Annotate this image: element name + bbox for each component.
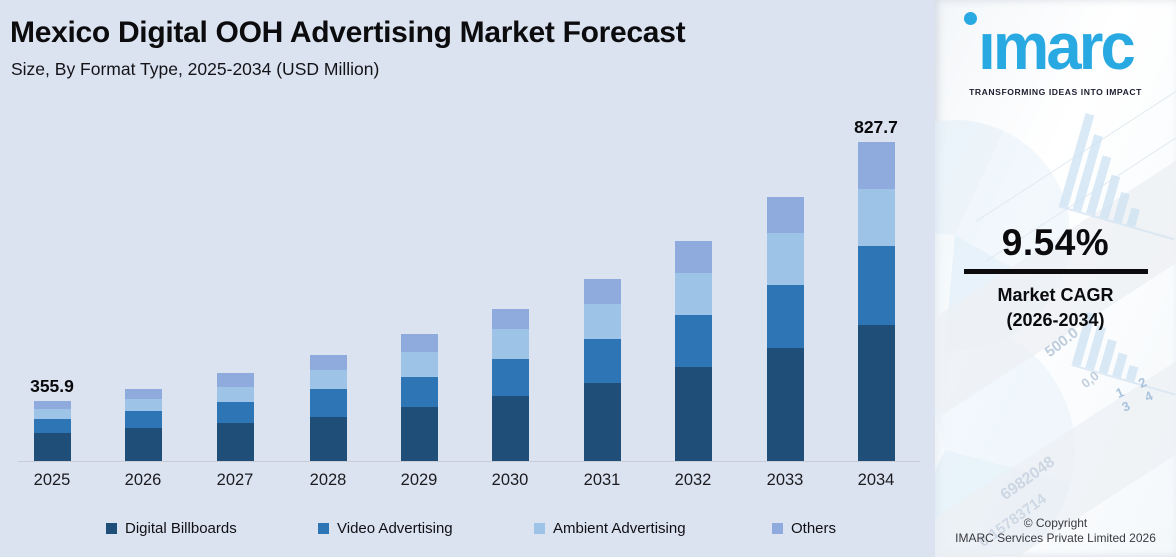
x-tick-label: 2025 <box>33 471 71 489</box>
legend-item-others: Others <box>772 520 836 537</box>
legend-swatch-ambient-advertising <box>534 523 545 534</box>
bar-segment-digital-billboards <box>400 406 438 461</box>
legend: Digital Billboards Video Advertising Ambie… <box>0 520 935 546</box>
x-tick-label: 2027 <box>216 471 254 489</box>
legend-label: Others <box>791 520 837 537</box>
decorative-bar-chart <box>1058 97 1176 241</box>
bar-segment-video-advertising <box>857 245 895 325</box>
bar-chart: 2025 355.9 2026 2027 2028 2029 2030 2031 2032 203… <box>18 117 920 489</box>
bar-segment-others <box>857 142 895 189</box>
bar-segment-ambient-advertising <box>400 351 438 378</box>
bar-segment-ambient-advertising <box>583 304 621 340</box>
legend-item-video-advertising: Video Advertising <box>318 520 453 537</box>
x-axis-line <box>18 461 920 462</box>
bar-segment-digital-billboards <box>583 382 621 461</box>
bar-segment-ambient-advertising <box>309 369 347 390</box>
bar-2032 <box>674 240 712 461</box>
legend-item-digital-billboards: Digital Billboards <box>106 520 237 537</box>
bar-2031 <box>583 278 621 461</box>
bar-segment-others <box>491 309 529 330</box>
copyright-notice: © Copyright IMARC Services Private Limit… <box>935 516 1176 546</box>
cagr-underline <box>963 269 1148 274</box>
bar-segment-ambient-advertising <box>124 399 162 411</box>
x-tick-label: 2031 <box>583 471 621 489</box>
x-tick-label: 2034 <box>857 471 895 489</box>
x-tick-label: 2029 <box>400 471 438 489</box>
bar-segment-ambient-advertising <box>33 409 71 420</box>
bar-segment-video-advertising <box>583 339 621 383</box>
bar-segment-video-advertising <box>766 284 804 348</box>
watermark-number: 6982048 <box>997 453 1059 504</box>
imarc-wordmark: ımarc <box>978 9 1136 83</box>
bar-value-label: 827.7 <box>854 117 898 138</box>
x-tick-label: 2028 <box>309 471 347 489</box>
bar-segment-ambient-advertising <box>491 329 529 360</box>
bar-value-label: 355.9 <box>30 375 74 396</box>
bar-2033 <box>766 196 804 461</box>
imarc-tagline: TRANSFORMING IDEAS INTO IMPACT <box>969 87 1142 97</box>
bar-2025 <box>33 400 71 461</box>
cagr-label: Market CAGR <box>997 285 1114 305</box>
bar-segment-digital-billboards <box>857 324 895 461</box>
decorative-line <box>975 79 1176 222</box>
x-tick-label: 2026 <box>124 471 162 489</box>
x-tick-label: 2032 <box>674 471 712 489</box>
bar-2029 <box>400 334 438 461</box>
imarc-logo: ımarc TRANSFORMING IDEAS INTO IMPACT <box>935 6 1176 97</box>
brand-panel: 500.0 0,0 1 2 3 4 6982048 0.15783714 ıma… <box>935 0 1176 557</box>
page-title: Mexico Digital OOH Advertising Market Fo… <box>10 16 686 49</box>
bar-segment-others <box>216 373 254 387</box>
bar-segment-others <box>33 400 71 410</box>
bar-segment-others <box>124 389 162 400</box>
bar-2026 <box>124 389 162 461</box>
bar-segment-digital-billboards <box>33 433 71 461</box>
bar-segment-video-advertising <box>216 402 254 424</box>
legend-swatch-digital-billboards <box>106 523 117 534</box>
bar-segment-video-advertising <box>491 359 529 396</box>
legend-swatch-video-advertising <box>318 523 329 534</box>
legend-label: Digital Billboards <box>125 520 237 537</box>
imarc-logo-dot-icon <box>964 12 977 25</box>
bar-segment-digital-billboards <box>491 395 529 461</box>
cagr-callout: 9.54% Market CAGR (2026-2034) <box>935 222 1176 333</box>
legend-item-ambient-advertising: Ambient Advertising <box>534 520 686 537</box>
bar-segment-digital-billboards <box>674 366 712 461</box>
bar-2030 <box>491 309 529 461</box>
bar-2034 <box>857 142 895 461</box>
legend-label: Video Advertising <box>337 520 453 537</box>
bar-segment-video-advertising <box>400 377 438 407</box>
bar-segment-video-advertising <box>309 389 347 417</box>
bar-segment-others <box>309 355 347 370</box>
bar-segment-ambient-advertising <box>766 233 804 285</box>
bar-2027 <box>216 373 254 461</box>
bar-2028 <box>309 355 347 461</box>
bar-segment-video-advertising <box>674 314 712 367</box>
chart-panel: Mexico Digital OOH Advertising Market Fo… <box>0 16 935 546</box>
bar-segment-video-advertising <box>33 419 71 434</box>
bar-segment-others <box>766 196 804 234</box>
bar-segment-digital-billboards <box>309 416 347 461</box>
bar-segment-others <box>583 278 621 305</box>
legend-label: Ambient Advertising <box>553 520 686 537</box>
bar-segment-ambient-advertising <box>674 273 712 315</box>
bar-segment-ambient-advertising <box>857 188 895 246</box>
bar-segment-digital-billboards <box>124 428 162 461</box>
cagr-value: 9.54% <box>1001 222 1110 263</box>
x-tick-label: 2030 <box>491 471 529 489</box>
page-subtitle: Size, By Format Type, 2025-2034 (USD Mil… <box>11 59 380 79</box>
watermark-axis-ticks: 1 2 3 4 <box>1113 371 1162 415</box>
copyright-line2: IMARC Services Private Limited 2026 <box>955 531 1156 545</box>
bar-segment-digital-billboards <box>766 347 804 461</box>
x-tick-label: 2033 <box>766 471 804 489</box>
bar-segment-video-advertising <box>124 410 162 429</box>
cagr-period: (2026-2034) <box>1006 310 1105 331</box>
legend-swatch-others <box>772 523 783 534</box>
bar-segment-others <box>400 334 438 352</box>
bar-segment-digital-billboards <box>216 423 254 461</box>
watermark-axis-min: 0,0 <box>1078 368 1102 391</box>
bar-segment-ambient-advertising <box>216 386 254 403</box>
bar-segment-others <box>674 240 712 274</box>
copyright-line1: © Copyright <box>1023 516 1088 530</box>
